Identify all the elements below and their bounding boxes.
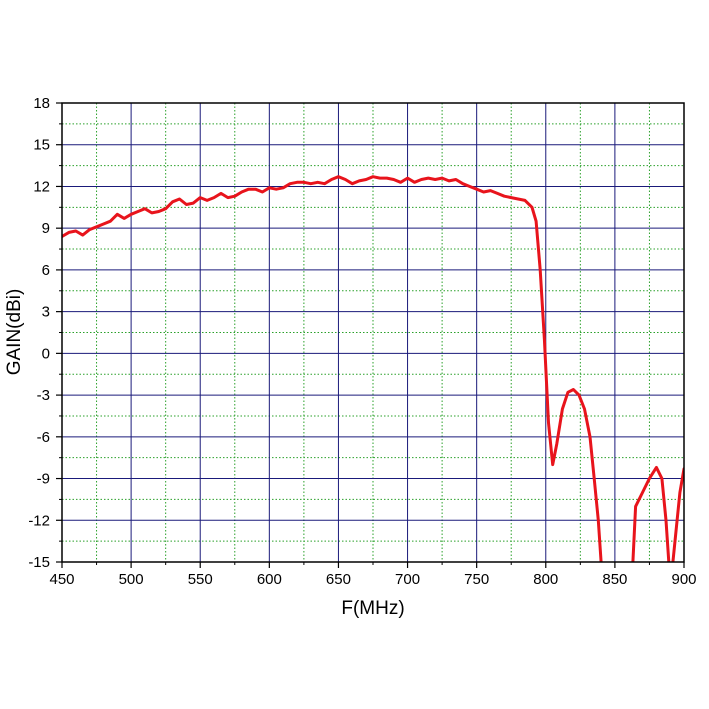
y-tick-label: 15	[33, 137, 50, 154]
x-tick-label: 850	[602, 571, 627, 588]
y-tick-label: -9	[37, 471, 50, 488]
y-tick-label: -6	[37, 429, 50, 446]
y-tick-label: 9	[42, 220, 50, 237]
y-tick-label: 0	[42, 345, 50, 362]
minor-grid	[62, 103, 684, 562]
x-tick-label: 650	[326, 571, 351, 588]
gain-series-line	[62, 175, 603, 562]
y-tick-label: 3	[42, 304, 50, 321]
x-tick-label: 900	[671, 571, 696, 588]
y-tick-label: 6	[42, 262, 50, 279]
y-tick-label: 18	[33, 95, 50, 112]
y-tick-labels: 18 15 12 9 6 3 0 -3 -6 -9 -12 -15	[28, 95, 50, 571]
x-tick-label: 450	[49, 571, 74, 588]
x-tick-label: 750	[464, 571, 489, 588]
y-axis-title: GAIN(dBi)	[4, 289, 25, 376]
x-tick-labels: 450 500 550 600 650 700 750 800 850 900	[49, 571, 696, 588]
x-tick-label: 700	[395, 571, 420, 588]
y-tick-label: -15	[28, 554, 50, 571]
x-axis-title: F(MHz)	[341, 598, 404, 619]
y-tick-label: -3	[37, 387, 50, 404]
x-tick-label: 600	[257, 571, 282, 588]
gain-series-line	[631, 465, 671, 562]
x-tick-label: 800	[533, 571, 558, 588]
x-tick-label: 500	[119, 571, 144, 588]
y-tick-label: 12	[33, 178, 50, 195]
series-layer	[62, 175, 684, 562]
x-tick-label: 550	[188, 571, 213, 588]
plot-frame	[61, 102, 685, 563]
y-tick-label: -12	[28, 512, 50, 529]
gain-series-line	[671, 467, 684, 562]
